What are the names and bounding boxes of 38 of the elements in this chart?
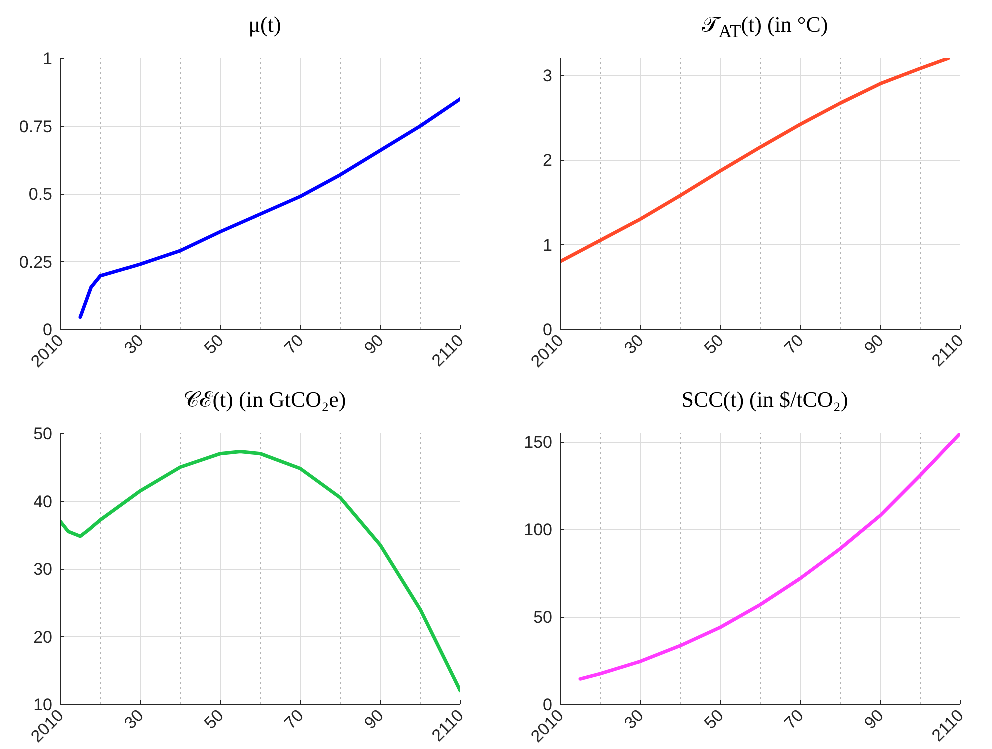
y-tick-label: 40 — [34, 492, 53, 512]
y-tick-label: 10 — [34, 696, 53, 714]
x-tick-label: 90 — [360, 331, 388, 358]
chart-title: μ(t) — [248, 11, 282, 39]
y-tick-label: 30 — [34, 560, 53, 579]
y-tick-label: 1 — [43, 50, 53, 68]
y-tick-label: 20 — [34, 628, 53, 647]
x-tick-label: 50 — [700, 331, 728, 358]
chart-title: 𝒯$_{AT}$(t) (in °C) — [702, 11, 828, 44]
x-tick-label: 70 — [780, 331, 808, 358]
y-tick-label: 3 — [543, 66, 553, 86]
x-tick-label: 50 — [200, 331, 228, 358]
x-tick-label: 30 — [120, 331, 148, 358]
y-tick-label: 50 — [34, 424, 53, 444]
y-tick-label: 0.75 — [19, 117, 53, 136]
y-tick-label: 0 — [43, 320, 53, 340]
x-tick-label: 90 — [860, 706, 888, 733]
y-tick-label: 1 — [543, 236, 553, 255]
x-tick-label: 50 — [700, 706, 728, 733]
x-tick-label: 30 — [620, 706, 648, 733]
y-tick-label: 150 — [524, 433, 553, 452]
y-tick-label: 100 — [524, 520, 553, 540]
chart-title: 𝒞ℰ(t) (in GtCO₂e) — [184, 386, 346, 414]
x-tick-label: 70 — [280, 331, 308, 358]
y-tick-label: 50 — [534, 608, 553, 628]
y-tick-label: 0 — [543, 696, 553, 714]
x-tick-label: 90 — [360, 706, 388, 733]
x-tick-label: 50 — [200, 706, 228, 733]
chart-title: SCC(t) (in $/tCO₂) — [682, 386, 848, 414]
x-tick-label: 90 — [860, 331, 888, 358]
y-tick-label: 0.5 — [28, 185, 53, 204]
x-tick-label: 30 — [620, 331, 648, 358]
y-tick-label: 2 — [543, 151, 553, 170]
x-tick-label: 70 — [280, 706, 308, 733]
y-tick-label: 0 — [543, 320, 553, 340]
x-tick-label: 70 — [780, 706, 808, 733]
x-tick-label: 30 — [120, 706, 148, 733]
y-tick-label: 0.25 — [19, 252, 53, 272]
